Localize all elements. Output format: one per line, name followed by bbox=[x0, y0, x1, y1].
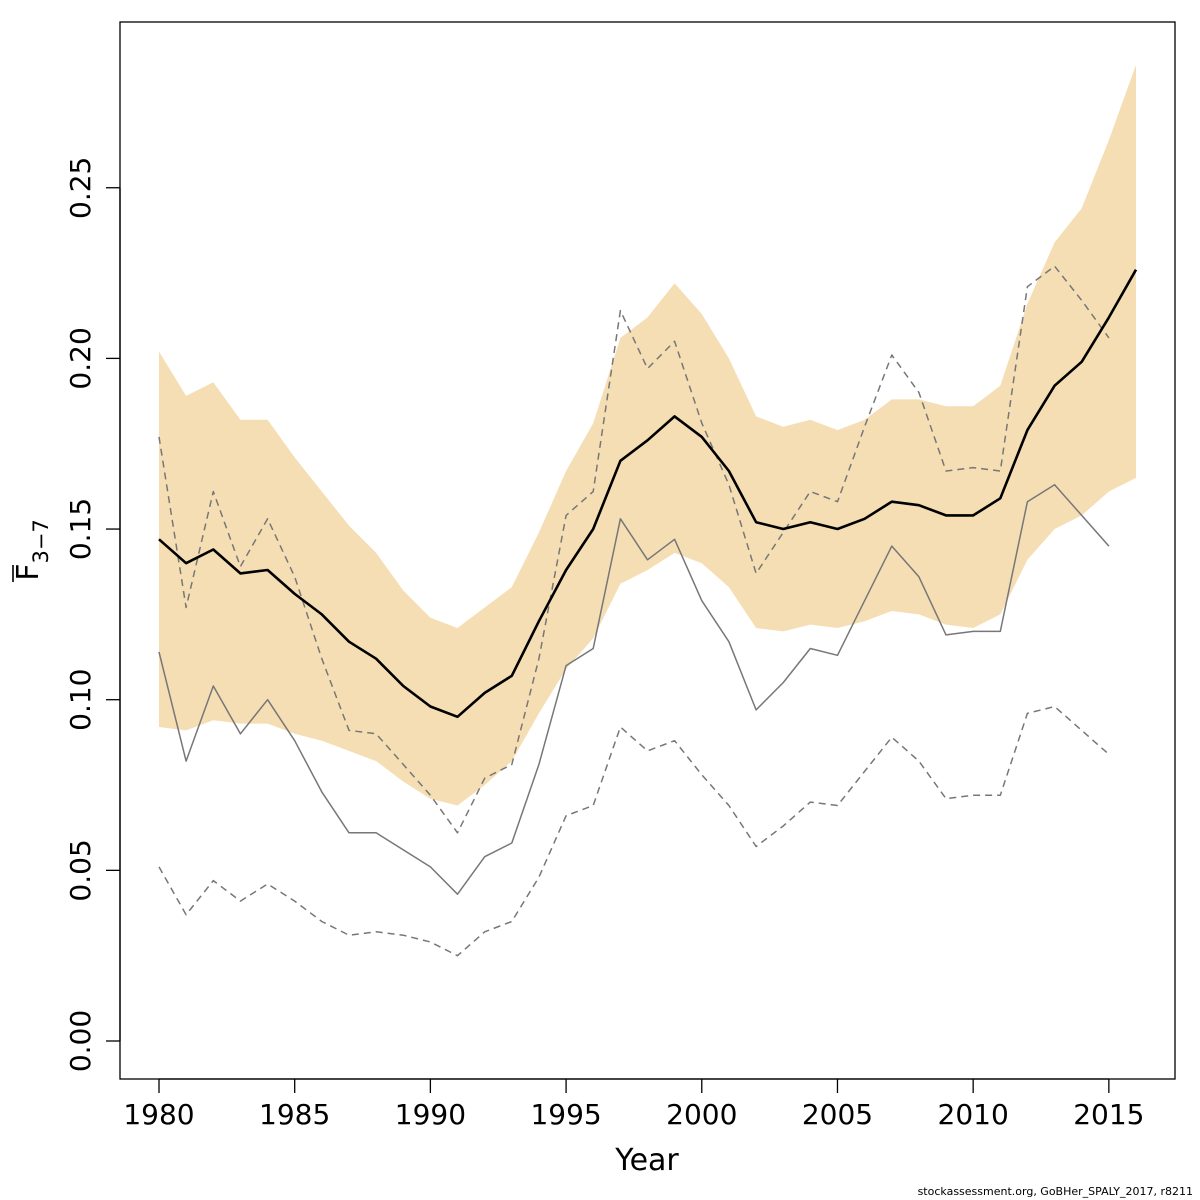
x-axis-title: Year bbox=[614, 1143, 679, 1178]
y-tick-label: 0.15 bbox=[64, 498, 97, 560]
y-tick-label: 0.05 bbox=[64, 839, 97, 901]
y-tick-label: 0.20 bbox=[64, 327, 97, 389]
x-axis: 1980 1985 1990 1995 2000 2005 2010 2015 bbox=[123, 1078, 1144, 1131]
y-tick-label: 0.25 bbox=[64, 157, 97, 219]
series-line-estimate bbox=[158, 269, 1138, 719]
series-line-retrospective-lower bbox=[158, 705, 1110, 957]
x-tick-label: 2000 bbox=[666, 1098, 737, 1131]
x-tick-label: 1995 bbox=[530, 1098, 601, 1131]
series-line-retrospective bbox=[158, 483, 1110, 895]
x-tick-label: 2010 bbox=[938, 1098, 1009, 1131]
footer-credit: stockassessment.org, GoBHer_SPALY_2017, … bbox=[918, 1185, 1193, 1198]
x-tick-label: 1985 bbox=[259, 1098, 330, 1131]
y-axis-title-main: F bbox=[11, 564, 46, 581]
x-tick-label: 1980 bbox=[123, 1098, 194, 1131]
series-lines-layer bbox=[158, 265, 1138, 957]
y-tick-label: 0.10 bbox=[64, 669, 97, 731]
x-tick-label: 2005 bbox=[802, 1098, 873, 1131]
series-line-retrospective-upper bbox=[158, 265, 1110, 834]
y-axis-title-sub: 3−7 bbox=[29, 519, 53, 563]
x-tick-label: 1990 bbox=[395, 1098, 466, 1131]
x-tick-label: 2015 bbox=[1073, 1098, 1144, 1131]
y-axis-title: F3−7 bbox=[11, 519, 53, 581]
y-axis: 0.00 0.05 0.10 0.15 0.20 0.25 bbox=[64, 157, 121, 1072]
confidence-band-layer bbox=[159, 64, 1136, 806]
y-tick-label: 0.00 bbox=[64, 1010, 97, 1072]
confidence-band bbox=[159, 64, 1136, 806]
svg-text:F3−7: F3−7 bbox=[11, 519, 53, 581]
